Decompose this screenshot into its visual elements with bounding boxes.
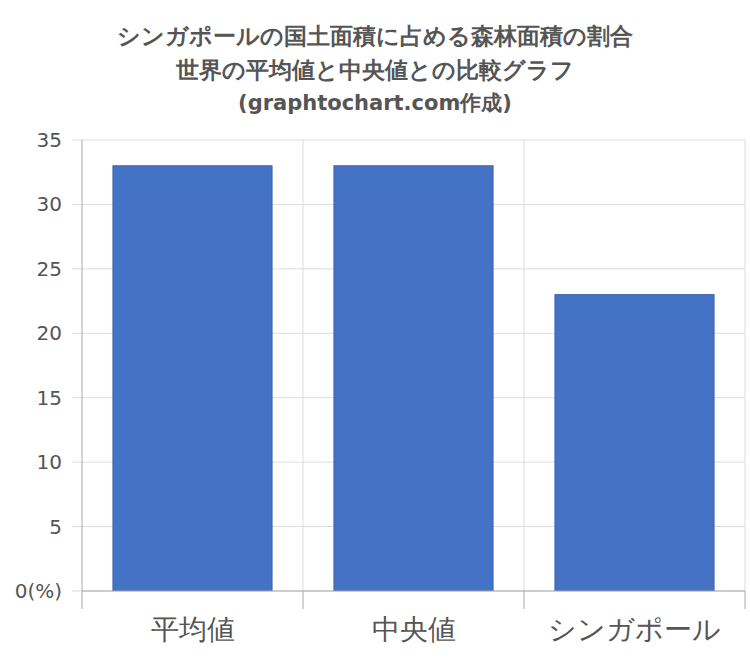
x-tick-label: シンガポール <box>548 613 721 646</box>
x-tick-label: 平均値 <box>151 613 235 646</box>
x-axis <box>82 591 745 592</box>
title: シンガポールの国土面積に占める森林面積の割合 <box>117 23 633 49</box>
grid: 0(%) 5 10 15 20 25 30 35 <box>15 128 745 603</box>
y-axis <box>82 140 83 609</box>
y-tick-label: 5 <box>49 515 62 539</box>
bar <box>113 166 272 591</box>
axes: 平均値 中央値 シンガポール <box>82 140 745 646</box>
y-tick-label: 10 <box>37 450 62 474</box>
chart-root: シンガポールの国土面積に占める森林面積の割合世界の平均値と中央値との比較グラフ (… <box>0 0 750 666</box>
annotation: (graphtochart.com作成) <box>238 91 512 115</box>
y-tick-label: 0(%) <box>15 579 62 603</box>
titles: シンガポールの国土面積に占める森林面積の割合世界の平均値と中央値との比較グラフ (… <box>117 23 633 115</box>
y-tick-label: 30 <box>37 192 62 216</box>
y-tick-label: 20 <box>37 321 62 345</box>
chart-svg: シンガポールの国土面積に占める森林面積の割合世界の平均値と中央値との比較グラフ (… <box>0 0 750 666</box>
y-tick-label: 15 <box>37 386 62 410</box>
grid-line-vertical <box>524 140 525 591</box>
bar <box>555 295 714 591</box>
subtitle: 世界の平均値と中央値との比較グラフ <box>175 57 574 83</box>
grid-line <box>72 591 745 592</box>
x-tick <box>524 591 525 609</box>
y-tick-label: 35 <box>37 128 62 152</box>
grid-line <box>72 140 745 141</box>
y-tick-label: 25 <box>37 257 62 281</box>
bar <box>334 166 493 591</box>
x-tick-label: 中央値 <box>372 613 456 646</box>
x-tick <box>745 591 746 609</box>
bars <box>113 166 714 591</box>
grid-line-vertical <box>745 140 746 591</box>
grid-line-vertical <box>303 140 304 591</box>
x-tick <box>303 591 304 609</box>
